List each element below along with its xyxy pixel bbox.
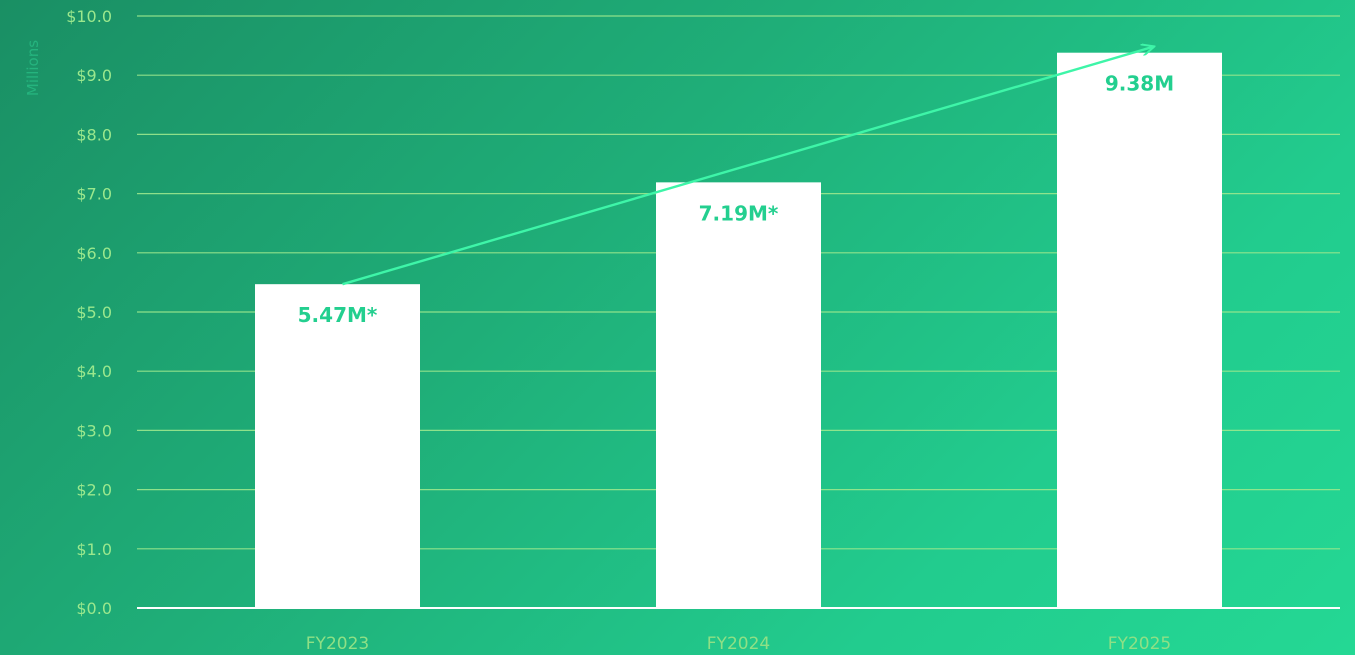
x-tick-label: FY2025 — [1108, 634, 1171, 654]
bar-fy2025 — [1057, 52, 1222, 609]
bars — [255, 52, 1222, 609]
y-tick-label: $1.0 — [76, 540, 112, 559]
x-tick-label: FY2023 — [306, 634, 369, 654]
y-tick-label: $5.0 — [76, 303, 112, 322]
data-labels: 5.47M* 7.19M* 9.38M — [298, 72, 1174, 327]
y-tick-label: $10.0 — [66, 7, 112, 26]
y-tick-label: $9.0 — [76, 66, 112, 85]
y-tick-label: $6.0 — [76, 244, 112, 263]
y-tick-label: $0.0 — [76, 599, 112, 618]
y-tick-label: $8.0 — [76, 125, 112, 144]
x-tick-label: FY2024 — [707, 634, 770, 654]
y-tick-label: $7.0 — [76, 185, 112, 204]
bar-fy2024 — [656, 182, 821, 609]
data-label: 7.19M* — [699, 201, 779, 225]
trend-arrow-line — [342, 47, 1154, 286]
axes: $0.0 $1.0 $2.0 $3.0 $4.0 $5.0 $6.0 $7.0 $8.0 $9.0… — [66, 7, 1340, 654]
data-label: 9.38M — [1105, 72, 1174, 96]
trend-arrow — [342, 47, 1154, 286]
y-tick-label: $3.0 — [76, 421, 112, 440]
data-label: 5.47M* — [298, 303, 378, 327]
bar-fy2023 — [255, 284, 420, 608]
y-tick-label: $4.0 — [76, 362, 112, 381]
y-axis-label: Millions — [24, 40, 42, 96]
y-tick-label: $2.0 — [76, 481, 112, 500]
